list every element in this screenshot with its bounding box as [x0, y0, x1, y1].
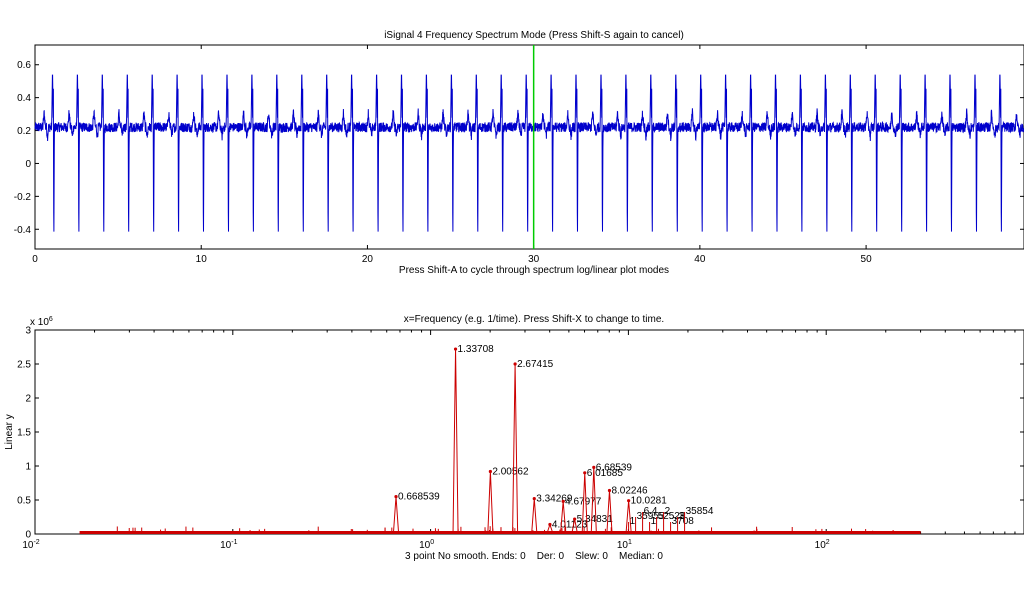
bottom-x-tick-label: 10-1 — [220, 539, 237, 551]
bottom-y-tick-label: 1.5 — [17, 428, 31, 439]
time-domain-panel: iSignal 4 Frequency Spectrum Mode (Press… — [14, 30, 1024, 276]
bottom-x-tick-label: 10-2 — [22, 539, 39, 551]
bottom-y-tick-label: 2.5 — [17, 360, 31, 371]
peak-label: 0.668539 — [398, 492, 440, 503]
cluster-label: 1 — [651, 516, 657, 527]
peak-label: 3.34269 — [536, 494, 573, 505]
top-y-ticks: -0.4 -0.2 0 0.2 0.4 0.6 — [14, 60, 1024, 236]
bottom-y-tick-label: 3 — [25, 326, 31, 337]
bottom-chart-title: x=Frequency (e.g. 1/time). Press Shift-X… — [404, 314, 664, 325]
cluster-label: 35955 — [637, 511, 665, 522]
y-exponent-label: x 106 — [30, 316, 53, 328]
signal-series-line — [34, 74, 1024, 232]
peak-marker[interactable] — [532, 497, 536, 501]
peak-label: 2.00562 — [492, 466, 529, 477]
peak-marker[interactable] — [607, 488, 612, 493]
spectrum-peaks: 0.668539 1.33708 2.00562 2.67415 3.34269 4.01… — [393, 344, 668, 533]
peak-marker[interactable] — [394, 495, 398, 499]
cluster-label: 52528 — [658, 511, 686, 522]
bottom-x-tick-label: 102 — [815, 539, 830, 551]
top-y-tick-label: -0.2 — [14, 192, 32, 203]
y-axis-label: Linear y — [4, 414, 15, 450]
frequency-spectrum-panel: x=Frequency (e.g. 1/time). Press Shift-X… — [4, 314, 1024, 562]
peak-marker[interactable] — [561, 499, 565, 503]
peak-label: 1.33708 — [458, 344, 495, 355]
cluster-label: 1 — [630, 516, 636, 527]
peak-label: 4.01123 — [552, 519, 588, 530]
bottom-y-tick-label: 2 — [25, 394, 31, 405]
top-y-tick-label: 0.2 — [17, 126, 31, 137]
peak-marker[interactable] — [583, 471, 587, 475]
peak-label: 8.02246 — [611, 485, 648, 496]
bottom-y-tick-label: 0.5 — [17, 496, 31, 507]
top-x-tick-label: 0 — [32, 254, 38, 265]
top-x-tick-label: 30 — [528, 254, 540, 265]
bottom-x-tick-label: 101 — [617, 539, 632, 551]
peak-marker[interactable] — [488, 469, 492, 474]
top-chart-title: iSignal 4 Frequency Spectrum Mode (Press… — [384, 30, 684, 41]
top-y-tick-label: 0.4 — [17, 93, 31, 104]
top-x-tick-label: 10 — [196, 254, 208, 265]
peak-label: 10.0281 — [631, 496, 668, 507]
bottom-y-ticks: 0 0.5 1 1.5 2 2.5 3 — [17, 326, 1024, 541]
cluster-label: 35854 — [686, 506, 714, 517]
peak-marker[interactable] — [592, 465, 596, 469]
top-x-tick-label: 40 — [694, 254, 706, 265]
cluster-label: 6.4 — [644, 506, 658, 517]
peak-label: 6.01685 — [587, 468, 624, 479]
peak-label: 6.68539 — [596, 462, 633, 473]
peak-marker[interactable] — [548, 522, 552, 527]
peak-label: 2.67415 — [517, 359, 554, 370]
bottom-x-axis-label: 3 point No smooth. Ends: 0 Der: 0 Slew: … — [405, 551, 663, 562]
top-y-tick-label: 0.6 — [17, 60, 31, 71]
bottom-x-tick-label: 100 — [419, 539, 434, 551]
y-exponent-power: 6 — [49, 316, 53, 323]
cluster-label: 3708 — [672, 516, 695, 527]
top-y-tick-label: 0 — [25, 159, 31, 170]
top-x-axis-label: Press Shift-A to cycle through spectrum … — [399, 265, 669, 276]
peak-marker[interactable] — [573, 517, 577, 521]
peak-marker[interactable] — [513, 362, 517, 366]
peak-label: 5.34831 — [577, 514, 614, 525]
peak-marker[interactable] — [627, 499, 631, 503]
cluster-label: 3 — [679, 511, 685, 522]
bottom-x-ticks: 10-2 10-1 100 101 102 — [22, 330, 1016, 551]
top-x-tick-label: 20 — [362, 254, 374, 265]
peak-marker[interactable] — [453, 347, 458, 351]
bottom-y-tick-label: 1 — [25, 462, 31, 473]
top-plot-area — [34, 44, 1024, 250]
cluster-label: 2 — [665, 506, 671, 517]
top-y-tick-label: -0.4 — [14, 225, 32, 236]
bottom-y-tick-label: 0 — [25, 530, 31, 541]
top-x-tick-label: 50 — [861, 254, 873, 265]
